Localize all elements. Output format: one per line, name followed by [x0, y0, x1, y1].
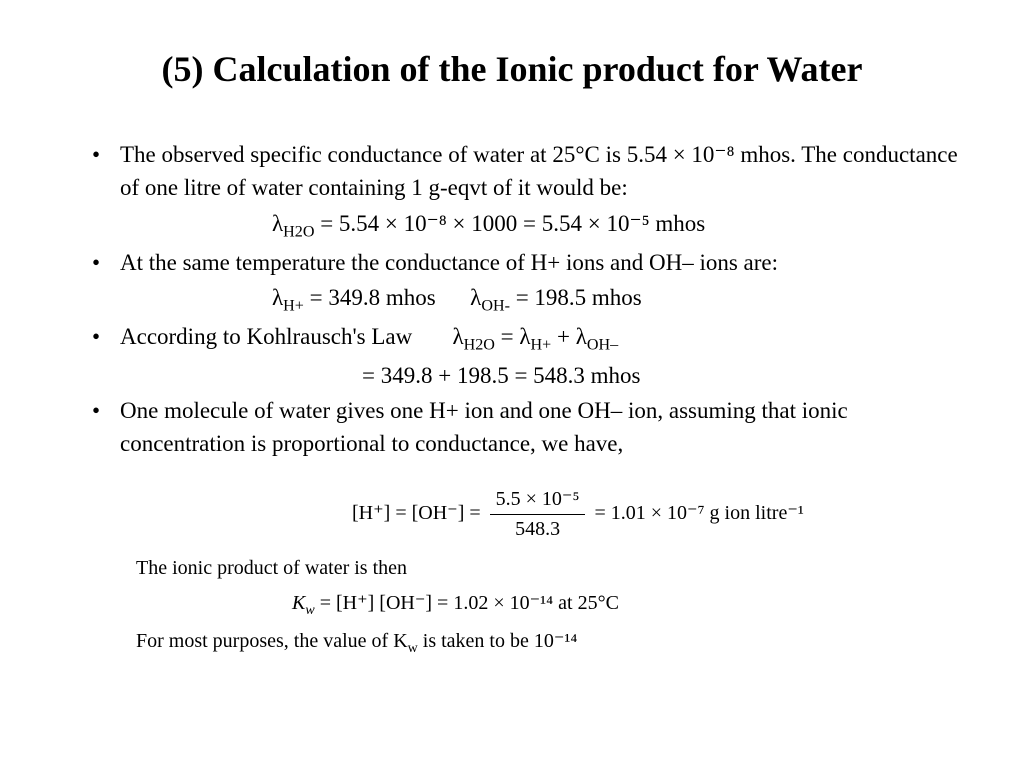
slide-content: • The observed specific conductance of w…	[56, 138, 968, 659]
bullet-text: According to Kohlrausch's Law λH2O = λH+…	[120, 320, 968, 357]
bullet-1: • The observed specific conductance of w…	[92, 138, 968, 205]
equation-kw: Kw = [H⁺] [OH⁻] = 1.02 × 10⁻¹⁴ at 25°C	[92, 589, 968, 621]
equation-3: = 349.8 + 198.5 = 548.3 mhos	[92, 359, 968, 392]
bullet-3: • According to Kohlrausch's Law λH2O = λ…	[92, 320, 968, 357]
equation-1: λH2O = 5.54 × 10⁻⁸ × 1000 = 5.54 × 10⁻⁵ …	[92, 207, 968, 244]
bullet-marker: •	[92, 394, 120, 461]
line-5: The ionic product of water is then	[92, 554, 968, 583]
bullet-4: • One molecule of water gives one H+ ion…	[92, 394, 968, 461]
line-6: For most purposes, the value of Kw is ta…	[92, 627, 968, 659]
bullet-text: The observed specific conductance of wat…	[120, 138, 968, 205]
slide-title: (5) Calculation of the Ionic product for…	[56, 48, 968, 90]
bullet-marker: •	[92, 320, 120, 357]
bullet-2: • At the same temperature the conductanc…	[92, 246, 968, 279]
bullet-marker: •	[92, 246, 120, 279]
equation-2: λH+ = 349.8 mhos λOH- = 198.5 mhos	[92, 281, 968, 318]
equation-frac: [H⁺] = [OH⁻] = 5.5 × 10⁻⁵548.3 = 1.01 × …	[92, 485, 968, 544]
bullet-text: At the same temperature the conductance …	[120, 246, 968, 279]
bullet-text: One molecule of water gives one H+ ion a…	[120, 394, 968, 461]
bullet-marker: •	[92, 138, 120, 205]
